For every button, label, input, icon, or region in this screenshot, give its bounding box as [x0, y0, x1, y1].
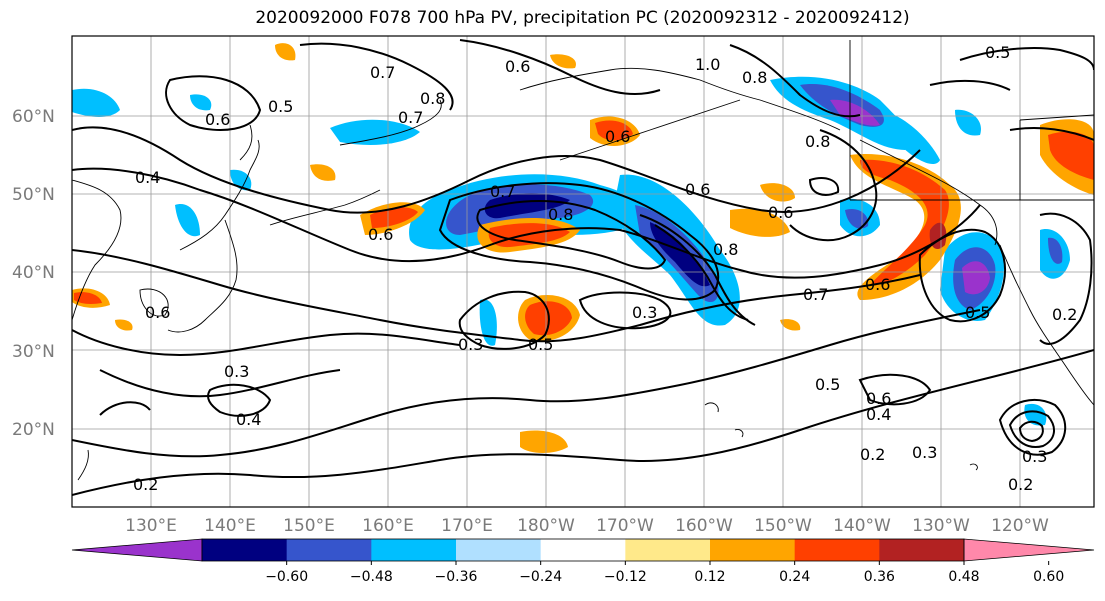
- lon-label: 150°E: [283, 516, 335, 536]
- contour-label: 0.6: [145, 303, 170, 322]
- contour-label: 0.6: [605, 127, 630, 146]
- contour-label: 0.8: [742, 68, 767, 87]
- figure-title: 2020092000 F078 700 hPa PV, precipitatio…: [255, 8, 910, 28]
- colorbar-bin: [794, 539, 880, 561]
- pv-contours: [72, 39, 1094, 496]
- latitude-labels: 60°N 50°N 40°N 30°N 20°N: [12, 107, 55, 440]
- contour-label: 0.8: [805, 132, 830, 151]
- longitude-labels: 130°E 140°E 150°E 160°E 170°E 180°W 170°…: [125, 516, 1049, 536]
- contour-label: 0.2: [133, 475, 158, 494]
- contour-label: 0.3: [458, 335, 483, 354]
- contour-label: 0.3: [224, 362, 249, 381]
- contour-label: 0.5: [268, 97, 293, 116]
- contour-labels: 0.7 0.6 0.5 0.6 0.8 0.7 0.6 1.0 0.8 0.5 …: [133, 43, 1077, 494]
- colorbar-tick-label: 0.24: [779, 569, 810, 585]
- lon-label: 170°W: [596, 516, 654, 536]
- contour-label: 0.6: [205, 110, 230, 129]
- contour-label: 0.4: [866, 405, 891, 424]
- lon-label: 140°E: [204, 516, 256, 536]
- precipitation-shading: [72, 43, 1094, 453]
- colorbar-tick-label: 0.12: [694, 569, 725, 585]
- colorbar-tick-label: 0.48: [948, 569, 979, 585]
- colorbar-tick-label: −0.36: [435, 569, 478, 585]
- lon-label: 140°W: [833, 516, 891, 536]
- colorbar-tick-label: −0.12: [604, 569, 647, 585]
- lon-label: 150°W: [754, 516, 812, 536]
- lon-label: 130°E: [125, 516, 177, 536]
- contour-label: 0.6: [368, 225, 393, 244]
- contour-label: 0.4: [236, 410, 261, 429]
- contour-label: 0.8: [548, 205, 573, 224]
- colorbar-bin: [371, 539, 457, 561]
- contour-label: 0.5: [528, 335, 553, 354]
- lat-label: 20°N: [12, 420, 55, 440]
- lat-label: 40°N: [12, 263, 55, 283]
- contour-label: 0.7: [490, 182, 515, 201]
- contour-label: 0.8: [420, 89, 445, 108]
- colorbar-bin: [202, 539, 288, 561]
- colorbar-bin: [625, 539, 711, 561]
- lat-label: 30°N: [12, 342, 55, 362]
- contour-label: 0.2: [860, 445, 885, 464]
- coastlines: [72, 40, 1094, 481]
- contour-label: 0.6: [865, 275, 890, 294]
- contour-label: 0.5: [815, 375, 840, 394]
- colorbar-outline: [201, 538, 965, 562]
- lon-label: 170°E: [441, 516, 493, 536]
- colorbar-bin: [456, 539, 542, 561]
- lon-label: 180°W: [517, 516, 575, 536]
- contour-label: 0.3: [1022, 447, 1047, 466]
- contour-label: 0.7: [803, 285, 828, 304]
- contour-label: 0.6: [768, 203, 793, 222]
- colorbar-tick-label: −0.48: [350, 569, 393, 585]
- contour-label: 0.3: [912, 443, 937, 462]
- colorbar: −0.60 −0.48 −0.36 −0.24 −0.12 0.12 0.24 0.36 0.4…: [71, 538, 1095, 585]
- colorbar-tick-label: 0.60: [1033, 569, 1064, 585]
- colorbar-tick-label: −0.24: [519, 569, 562, 585]
- colorbar-bin: [540, 539, 626, 561]
- lon-label: 120°W: [991, 516, 1049, 536]
- lon-label: 130°W: [912, 516, 970, 536]
- contour-label: 0.6: [866, 389, 891, 408]
- colorbar-bin: [286, 539, 372, 561]
- colorbar-tick-label: −0.60: [265, 569, 308, 585]
- contour-label: 0.6: [685, 180, 710, 199]
- lat-label: 60°N: [12, 107, 55, 127]
- lat-label: 50°N: [12, 185, 55, 205]
- lon-label: 160°W: [675, 516, 733, 536]
- contour-label: 0.5: [985, 43, 1010, 62]
- contour-label: 0.2: [1052, 305, 1077, 324]
- lon-label: 160°E: [362, 516, 414, 536]
- map-frame: [71, 35, 1095, 508]
- colorbar-bin: [879, 539, 965, 561]
- colorbar-extend-min: [71, 538, 203, 562]
- gridlines: [72, 36, 1094, 507]
- contour-label: 0.5: [965, 303, 990, 322]
- colorbar-extend-max: [963, 538, 1095, 562]
- contour-label: 0.3: [632, 303, 657, 322]
- contour-label: 0.8: [713, 240, 738, 259]
- contour-label: 1.0: [695, 55, 720, 74]
- colorbar-bin: [710, 539, 796, 561]
- contour-label: 0.4: [135, 168, 160, 187]
- contour-label: 0.6: [505, 57, 530, 76]
- contour-label: 0.7: [370, 63, 395, 82]
- contour-label: 0.7: [398, 108, 423, 127]
- contour-label: 0.2: [1008, 475, 1033, 494]
- colorbar-tick-label: 0.36: [864, 569, 895, 585]
